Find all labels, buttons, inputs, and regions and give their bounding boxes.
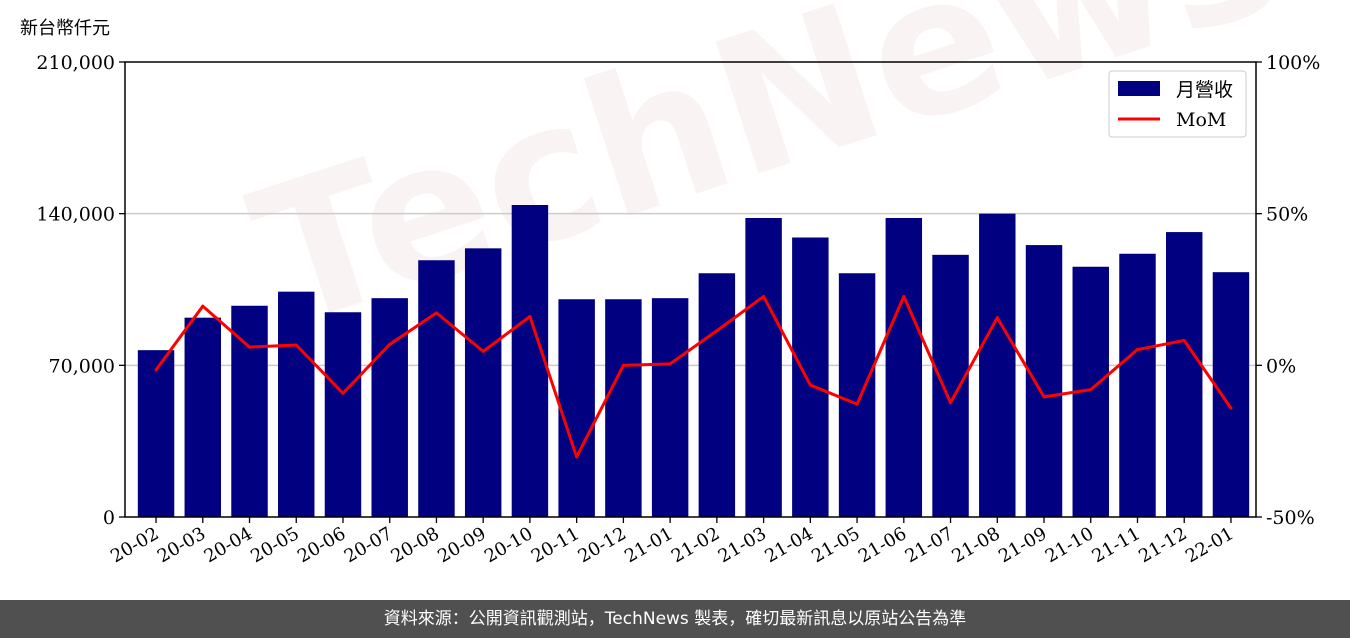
left-tick-label-1: 70,000	[49, 355, 115, 377]
x-tick-label-21-04: 21-04	[761, 523, 816, 567]
mom-point-21-03	[762, 294, 766, 298]
legend: 月營收 MoM	[1108, 70, 1247, 138]
x-tick-label-20-05: 20-05	[247, 523, 302, 567]
bar-21-05	[838, 273, 876, 517]
mom-point-21-12	[1182, 338, 1186, 342]
bar-20-04	[231, 305, 268, 517]
unit-label: 新台幣仟元	[20, 18, 110, 39]
mom-point-20-09	[481, 349, 485, 353]
mom-point-20-05	[294, 343, 298, 347]
bar-20-07	[371, 298, 408, 517]
mom-point-20-11	[575, 455, 579, 459]
bar-20-12	[605, 299, 642, 517]
x-tick-label-20-06: 20-06	[294, 523, 349, 567]
x-tick-label-22-01: 22-01	[1182, 523, 1237, 567]
mom-point-22-01	[1229, 406, 1233, 410]
mom-point-21-10	[1089, 388, 1093, 392]
x-tick-label-21-11: 21-11	[1089, 523, 1144, 567]
bar-21-03	[745, 218, 782, 517]
bar-20-05	[278, 291, 315, 517]
left-tick-label-3: 210,000	[36, 52, 115, 74]
plot-frame	[124, 61, 1257, 518]
bar-20-11	[558, 299, 595, 517]
legend-swatch-bar	[1118, 81, 1160, 96]
x-tick-label-21-12: 21-12	[1135, 523, 1190, 567]
bar-21-08	[979, 213, 1016, 517]
right-tick-label-2: 50%	[1266, 204, 1308, 226]
bar-20-09	[464, 248, 502, 518]
bar-21-02	[698, 273, 736, 517]
mom-point-20-03	[201, 304, 205, 308]
x-tick-label-20-11: 20-11	[528, 523, 583, 567]
bar-22-01	[1212, 272, 1250, 517]
x-tick-label-21-02: 21-02	[668, 523, 723, 567]
x-tick-label-20-02: 20-02	[107, 523, 162, 567]
mom-point-21-05	[855, 402, 859, 406]
x-tick-label-21-05: 21-05	[808, 523, 863, 567]
legend-label-revenue: 月營收	[1176, 79, 1233, 101]
x-tick-label-21-09: 21-09	[995, 523, 1050, 567]
bar-20-10	[511, 205, 549, 517]
mom-point-20-10	[528, 314, 532, 318]
bar-20-08	[418, 260, 455, 517]
legend-label-mom: MoM	[1176, 109, 1226, 131]
bar-20-02	[137, 350, 175, 517]
x-tick-label-20-12: 20-12	[574, 523, 629, 567]
mom-point-21-04	[808, 383, 812, 387]
mom-point-21-02	[715, 329, 719, 333]
mom-point-20-12	[621, 363, 625, 367]
mom-point-21-01	[668, 362, 672, 366]
bar-20-03	[184, 317, 222, 517]
bar-21-09	[1025, 245, 1063, 518]
bar-21-07	[932, 254, 969, 518]
mom-point-21-11	[1135, 348, 1139, 352]
x-tick-label-20-03: 20-03	[154, 523, 209, 567]
mom-point-21-08	[995, 316, 999, 320]
mom-point-21-07	[949, 401, 953, 405]
bar-21-12	[1165, 232, 1203, 518]
bar-21-04	[792, 237, 829, 517]
mom-point-20-02	[154, 368, 158, 372]
bar-21-06	[885, 218, 923, 517]
x-tick-label-20-08: 20-08	[388, 523, 443, 567]
left-tick-label-0: 0	[103, 507, 115, 529]
mom-point-20-08	[434, 311, 438, 315]
mom-line	[154, 294, 1233, 459]
mom-point-20-07	[388, 342, 392, 346]
x-tick-label-21-10: 21-10	[1042, 523, 1097, 567]
x-tick-label-21-07: 21-07	[902, 523, 957, 567]
right-tick-label-1: 0%	[1266, 355, 1296, 377]
source-footer: 資料來源：公開資訊觀測站，TechNews 製表，確切最新訊息以原站公告為準	[0, 600, 1350, 638]
x-tick-label-21-01: 21-01	[621, 523, 676, 567]
x-tick-label-21-03: 21-03	[715, 523, 770, 567]
revenue-chart: 070,000140,000210,000-50%0%50%100%20-022…	[36, 52, 1320, 567]
right-tick-label-3: 100%	[1266, 52, 1320, 74]
bar-20-06	[324, 312, 362, 517]
x-tick-label-20-09: 20-09	[434, 523, 489, 567]
x-tick-label-21-08: 21-08	[948, 523, 1003, 567]
x-tick-label-20-04: 20-04	[201, 523, 256, 567]
x-tick-label-20-07: 20-07	[341, 523, 396, 567]
mom-point-21-06	[902, 294, 906, 298]
x-tick-label-21-06: 21-06	[855, 523, 910, 567]
bar-21-11	[1119, 253, 1156, 517]
x-tick-label-20-10: 20-10	[481, 523, 536, 567]
bar-21-01	[651, 298, 689, 517]
right-tick-label-0: -50%	[1266, 507, 1315, 529]
mom-point-21-09	[1042, 395, 1046, 399]
mom-point-20-06	[341, 391, 345, 395]
left-tick-label-2: 140,000	[36, 204, 115, 226]
mom-point-20-04	[248, 345, 252, 349]
